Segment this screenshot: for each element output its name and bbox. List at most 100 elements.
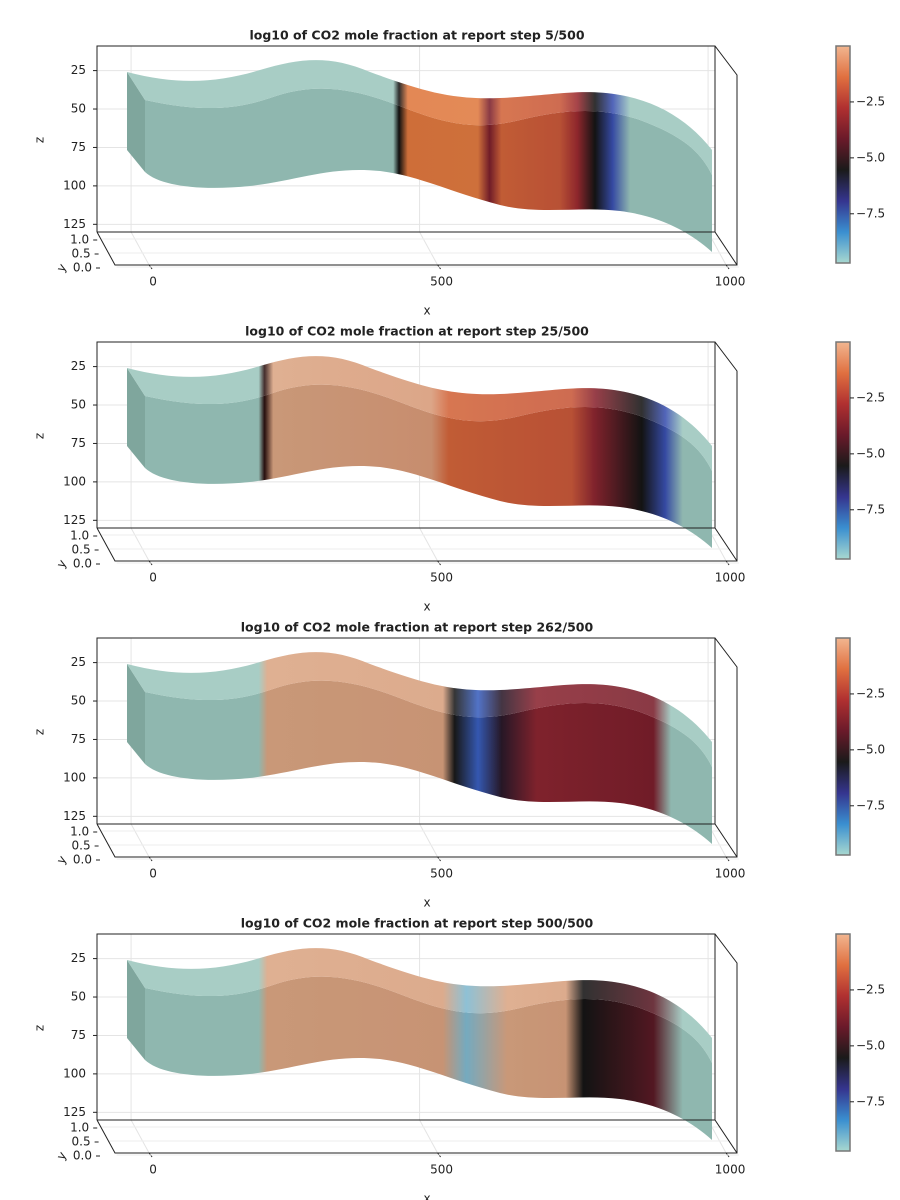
y-axis-label: y [54, 557, 70, 570]
colorbar-tick-label: −5.0 [856, 742, 885, 756]
z-axis-label: z [33, 729, 47, 735]
colorbar-tick-label: −5.0 [856, 446, 885, 460]
surface-left-face [127, 664, 145, 764]
z-tick-label: 75 [71, 1028, 86, 1042]
colorbar [835, 341, 851, 560]
z-tick-label: 50 [71, 990, 86, 1004]
panel: log10 of CO2 mole fraction at report ste… [33, 28, 886, 318]
z-tick-label: 100 [63, 1066, 86, 1080]
z-axis-label: z [33, 433, 47, 439]
panel-title: log10 of CO2 mole fraction at report ste… [249, 28, 584, 43]
colorbar-tick-label: −7.5 [856, 1094, 885, 1108]
axis-box [96, 341, 738, 562]
x-tick-label: 0 [149, 867, 157, 881]
x-tick-label: 500 [430, 275, 453, 289]
grid-line [130, 1119, 150, 1154]
z-tick-label: 125 [63, 513, 86, 527]
y-tick-label: 1.0 [70, 529, 89, 543]
colorbar-tick-label: −5.0 [856, 1038, 885, 1052]
x-tick-label: 1000 [715, 1163, 746, 1177]
surface-top-face [127, 652, 712, 767]
x-tick-label: 500 [430, 571, 453, 585]
panel-title: log10 of CO2 mole fraction at report ste… [245, 324, 589, 339]
surface-top-face [127, 948, 712, 1063]
panel-title: log10 of CO2 mole fraction at report ste… [241, 620, 594, 635]
z-tick-label: 75 [71, 140, 86, 154]
y-tick-label: 0.0 [73, 557, 92, 571]
surface-front-shade [145, 680, 712, 844]
z-axis-label: z [33, 1025, 47, 1031]
surface-top-light [127, 652, 712, 767]
z-tick-label: 125 [63, 1105, 86, 1119]
colorbar-tick-label: −2.5 [856, 390, 885, 404]
colorbar [835, 637, 851, 856]
surface-top-light [127, 356, 712, 471]
z-tick-label: 50 [71, 694, 86, 708]
surface-left-face [127, 960, 145, 1060]
x-tick-label: 500 [430, 867, 453, 881]
x-tick-label: 0 [149, 1163, 157, 1177]
z-axis-label: z [33, 137, 47, 143]
grid-line [130, 527, 150, 562]
surface-left-face [127, 72, 145, 172]
axis-box [96, 637, 738, 858]
z-tick-label: 100 [63, 770, 86, 784]
grid-line [130, 231, 150, 266]
colorbar [835, 933, 851, 1152]
y-tick-label: 0.0 [73, 853, 92, 867]
y-tick-label: 0.5 [72, 247, 91, 261]
surface-front-shade [145, 384, 712, 548]
z-tick-label: 25 [71, 951, 86, 965]
z-tick-label: 100 [63, 474, 86, 488]
z-tick-label: 125 [63, 809, 86, 823]
x-axis-label: x [423, 600, 430, 614]
surface-front-face [145, 680, 712, 844]
colorbar-tick-label: −2.5 [856, 982, 885, 996]
y-tick-label: 1.0 [70, 825, 89, 839]
colorbar-tick-label: −7.5 [856, 206, 885, 220]
grid-line [419, 231, 439, 266]
axis-box [96, 45, 738, 266]
colorbar-tick-label: −7.5 [856, 502, 885, 516]
colorbar-tick-label: −7.5 [856, 798, 885, 812]
surface-left-face [127, 368, 145, 468]
grid-line [419, 1119, 439, 1154]
y-tick-label: 0.5 [72, 1135, 91, 1149]
colorbar-tick-label: −2.5 [856, 94, 885, 108]
z-tick-label: 75 [71, 436, 86, 450]
surface-front-shade [145, 88, 712, 252]
x-tick-label: 500 [430, 1163, 453, 1177]
y-axis-label: y [54, 261, 70, 274]
grid-line [419, 527, 439, 562]
y-tick-label: 0.0 [73, 261, 92, 275]
x-tick-label: 1000 [715, 867, 746, 881]
surface-top-face [127, 356, 712, 471]
z-tick-label: 75 [71, 732, 86, 746]
colorbar-tick-label: −5.0 [856, 150, 885, 164]
surface-top-face [127, 60, 712, 175]
y-axis-label: y [54, 853, 70, 866]
panel: log10 of CO2 mole fraction at report ste… [33, 324, 886, 614]
x-axis-label: x [423, 896, 430, 910]
x-axis-label: x [423, 304, 430, 318]
y-axis-label: y [54, 1149, 70, 1162]
x-tick-label: 0 [149, 571, 157, 585]
grid-line [130, 823, 150, 858]
y-tick-label: 1.0 [70, 233, 89, 247]
x-axis-label: x [423, 1192, 430, 1200]
colorbar-tick-label: −2.5 [856, 686, 885, 700]
surface-top-light [127, 948, 712, 1063]
z-tick-label: 50 [71, 102, 86, 116]
panel: log10 of CO2 mole fraction at report ste… [33, 620, 886, 910]
grid-line [419, 823, 439, 858]
surface-front-shade [145, 976, 712, 1140]
surface-front-face [145, 384, 712, 548]
z-tick-label: 25 [71, 359, 86, 373]
panel-title: log10 of CO2 mole fraction at report ste… [241, 916, 594, 931]
x-tick-label: 0 [149, 275, 157, 289]
y-tick-label: 0.5 [72, 839, 91, 853]
surface-front-face [145, 976, 712, 1140]
z-tick-label: 25 [71, 655, 86, 669]
colorbar [835, 45, 851, 264]
y-tick-label: 0.5 [72, 543, 91, 557]
